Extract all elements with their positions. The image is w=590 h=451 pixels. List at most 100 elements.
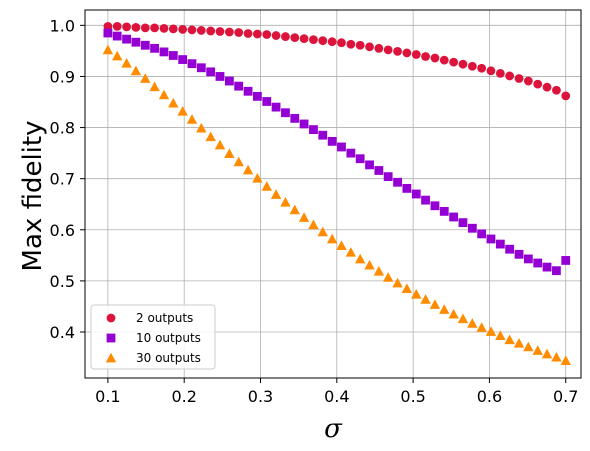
legend-label: 2 outputs (136, 311, 193, 325)
data-point (355, 154, 365, 164)
data-point (542, 262, 552, 272)
data-point (476, 322, 487, 332)
legend-label: 10 outputs (136, 331, 201, 345)
data-point (298, 212, 310, 222)
data-point (326, 233, 338, 244)
data-point (281, 108, 290, 118)
data-point (214, 139, 226, 150)
data-point (533, 258, 543, 268)
data-point (346, 148, 356, 158)
data-point (486, 66, 496, 76)
series-1 (103, 28, 571, 276)
data-point (280, 196, 291, 207)
data-point (281, 32, 290, 41)
data-point (168, 97, 179, 108)
data-point (551, 351, 562, 362)
x-tick-label: 0.3 (248, 387, 273, 406)
data-point (533, 79, 543, 89)
data-point (112, 50, 123, 61)
data-point (196, 122, 207, 133)
x-tick-label: 0.2 (171, 387, 196, 406)
data-point (309, 125, 318, 134)
data-point (365, 42, 374, 52)
data-point (458, 59, 468, 69)
data-point (561, 91, 571, 101)
data-point (158, 89, 170, 100)
data-point (103, 21, 113, 31)
data-point (168, 51, 178, 60)
data-point (382, 272, 394, 282)
data-point (429, 299, 441, 309)
data-point (523, 341, 534, 352)
x-axis-label: σ (324, 414, 343, 444)
data-point (112, 21, 122, 31)
data-point (467, 61, 477, 71)
data-point (234, 81, 244, 91)
series-0 (103, 21, 571, 101)
data-point (112, 31, 122, 41)
data-point (289, 204, 300, 215)
data-point (187, 59, 197, 69)
y-tick-label: 0.7 (50, 170, 75, 189)
data-point (364, 259, 375, 270)
data-point (458, 218, 468, 228)
data-point (243, 86, 253, 96)
data-point (196, 63, 206, 73)
data-point (495, 239, 505, 249)
data-point (130, 65, 142, 76)
data-point (140, 23, 150, 33)
data-point (477, 229, 487, 239)
data-point (439, 304, 450, 314)
data-point (485, 326, 497, 336)
data-point (121, 57, 132, 68)
data-point (149, 81, 160, 92)
data-point (523, 76, 533, 86)
x-tick-label: 0.6 (477, 387, 502, 406)
data-point (271, 31, 281, 40)
data-point (327, 136, 337, 146)
data-point (337, 38, 346, 48)
data-point (159, 24, 169, 33)
y-tick-label: 0.4 (50, 323, 75, 342)
data-point (233, 156, 244, 167)
data-point (374, 166, 384, 175)
data-point (178, 25, 188, 34)
data-point (122, 34, 131, 44)
data-point (308, 219, 319, 230)
y-axis: 0.4 0.5 0.6 0.7 0.8 0.9 1.0 (50, 16, 85, 342)
data-point (421, 195, 430, 205)
data-point (242, 164, 254, 175)
data-point (215, 72, 225, 81)
legend-marker (106, 313, 116, 323)
data-point (411, 288, 422, 299)
data-point (290, 113, 300, 123)
data-point (102, 44, 114, 55)
data-point (495, 330, 506, 340)
data-point (467, 223, 477, 233)
data-point (122, 22, 131, 32)
data-point (421, 52, 430, 61)
data-point (140, 40, 150, 50)
data-point (420, 294, 431, 304)
data-point (374, 43, 384, 53)
data-point (552, 85, 561, 95)
data-point (234, 28, 244, 37)
data-point (252, 91, 262, 101)
data-point (430, 53, 440, 63)
data-point (514, 249, 524, 259)
legend-box (90, 304, 216, 370)
data-point (467, 318, 478, 328)
data-point (448, 308, 459, 319)
y-tick-label: 0.5 (50, 272, 75, 291)
y-tick-label: 0.8 (50, 119, 75, 138)
data-point (336, 240, 347, 251)
data-point (327, 37, 337, 47)
data-point (337, 142, 346, 152)
legend-marker (105, 352, 117, 363)
data-point (252, 29, 262, 39)
data-point (355, 40, 365, 50)
data-point (168, 24, 178, 34)
data-point (505, 71, 515, 81)
data-point (401, 283, 413, 293)
